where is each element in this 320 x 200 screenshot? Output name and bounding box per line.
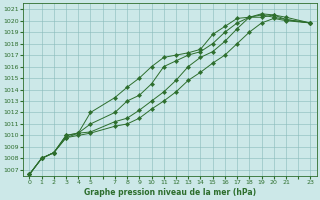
X-axis label: Graphe pression niveau de la mer (hPa): Graphe pression niveau de la mer (hPa) bbox=[84, 188, 256, 197]
